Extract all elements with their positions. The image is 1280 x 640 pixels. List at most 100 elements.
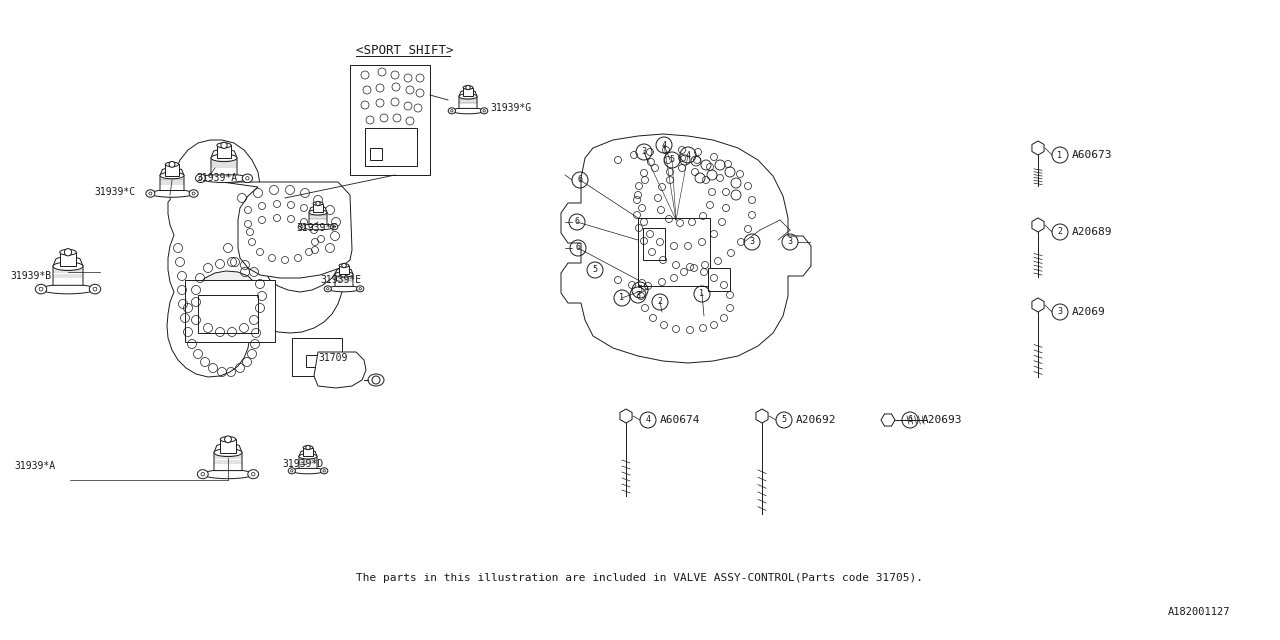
Circle shape: [64, 248, 72, 256]
Polygon shape: [220, 439, 236, 452]
Ellipse shape: [448, 108, 456, 114]
Ellipse shape: [216, 143, 232, 148]
Ellipse shape: [36, 284, 46, 294]
Text: 5: 5: [782, 415, 786, 424]
Polygon shape: [300, 449, 317, 468]
Polygon shape: [561, 134, 812, 363]
Polygon shape: [1032, 298, 1044, 312]
Ellipse shape: [201, 174, 247, 182]
Polygon shape: [881, 414, 895, 426]
Text: 6: 6: [577, 175, 582, 184]
Ellipse shape: [214, 449, 242, 456]
Ellipse shape: [302, 224, 334, 230]
Text: 3: 3: [641, 147, 646, 157]
Text: A20689: A20689: [1073, 227, 1112, 237]
Ellipse shape: [298, 224, 306, 230]
Circle shape: [466, 85, 470, 90]
Bar: [643, 228, 666, 260]
Ellipse shape: [41, 284, 95, 294]
Text: A20693: A20693: [922, 415, 963, 425]
Text: 1: 1: [699, 289, 704, 298]
Polygon shape: [314, 204, 323, 212]
Text: 6: 6: [576, 243, 581, 253]
Text: A20692: A20692: [796, 415, 837, 425]
Polygon shape: [52, 255, 83, 285]
Polygon shape: [60, 252, 77, 266]
Polygon shape: [303, 447, 312, 456]
Polygon shape: [335, 268, 353, 286]
Ellipse shape: [339, 264, 349, 268]
Ellipse shape: [248, 470, 259, 479]
Text: <SPORT SHIFT>: <SPORT SHIFT>: [356, 44, 453, 56]
Text: 31939*A: 31939*A: [196, 173, 237, 183]
Text: A182001127: A182001127: [1167, 607, 1230, 617]
Text: 1: 1: [620, 294, 625, 303]
Text: 3: 3: [1057, 307, 1062, 317]
Ellipse shape: [220, 436, 236, 442]
Ellipse shape: [328, 286, 360, 292]
Text: 2: 2: [658, 298, 663, 307]
Bar: [306, 355, 317, 367]
Bar: [365, 128, 417, 166]
Text: 5: 5: [669, 156, 675, 164]
Text: 31709: 31709: [317, 353, 347, 363]
Ellipse shape: [90, 284, 101, 294]
Ellipse shape: [320, 468, 328, 474]
Ellipse shape: [303, 445, 312, 449]
Bar: [292, 338, 342, 376]
Polygon shape: [211, 148, 237, 175]
Text: 2: 2: [1057, 227, 1062, 237]
Text: 31939*B: 31939*B: [10, 271, 51, 281]
Polygon shape: [165, 164, 179, 175]
Ellipse shape: [292, 468, 324, 474]
Polygon shape: [196, 271, 259, 323]
Ellipse shape: [369, 374, 384, 386]
Text: 31939*C: 31939*C: [93, 187, 136, 197]
Text: 31939*F: 31939*F: [296, 223, 337, 233]
Ellipse shape: [335, 272, 353, 277]
Text: 3: 3: [787, 237, 792, 246]
Text: 1: 1: [1057, 150, 1062, 159]
Ellipse shape: [288, 468, 296, 474]
Polygon shape: [339, 266, 349, 275]
Ellipse shape: [242, 174, 252, 182]
Text: 3: 3: [750, 237, 754, 246]
Polygon shape: [1032, 141, 1044, 155]
Circle shape: [169, 161, 175, 167]
Polygon shape: [460, 89, 477, 108]
Ellipse shape: [189, 189, 198, 197]
Ellipse shape: [460, 93, 477, 99]
Text: 31939*E: 31939*E: [320, 275, 361, 285]
Polygon shape: [620, 409, 632, 423]
Ellipse shape: [146, 189, 155, 197]
Ellipse shape: [300, 454, 317, 459]
Circle shape: [224, 436, 232, 443]
Text: A60673: A60673: [1073, 150, 1112, 160]
Text: 6: 6: [575, 218, 580, 227]
Text: 5: 5: [593, 266, 598, 275]
Polygon shape: [160, 166, 184, 191]
Ellipse shape: [151, 189, 193, 197]
Polygon shape: [308, 205, 326, 225]
Ellipse shape: [330, 224, 338, 230]
Bar: [637, 218, 710, 286]
Ellipse shape: [197, 470, 209, 479]
Bar: [370, 148, 381, 160]
Text: 31939*D: 31939*D: [282, 459, 323, 469]
Ellipse shape: [165, 162, 179, 166]
Polygon shape: [216, 145, 232, 158]
Ellipse shape: [60, 250, 77, 255]
Polygon shape: [463, 88, 472, 97]
Text: 4: 4: [645, 415, 650, 424]
Ellipse shape: [196, 174, 206, 182]
FancyBboxPatch shape: [349, 65, 430, 175]
Text: The parts in this illustration are included in VALVE ASSY-CONTROL(Parts code 317: The parts in this illustration are inclu…: [357, 573, 923, 583]
Polygon shape: [214, 442, 242, 470]
Ellipse shape: [52, 262, 83, 271]
Polygon shape: [166, 140, 344, 377]
Circle shape: [306, 445, 310, 450]
Ellipse shape: [463, 86, 472, 90]
Circle shape: [316, 202, 320, 205]
Text: 6: 6: [908, 415, 913, 424]
Polygon shape: [708, 268, 730, 291]
